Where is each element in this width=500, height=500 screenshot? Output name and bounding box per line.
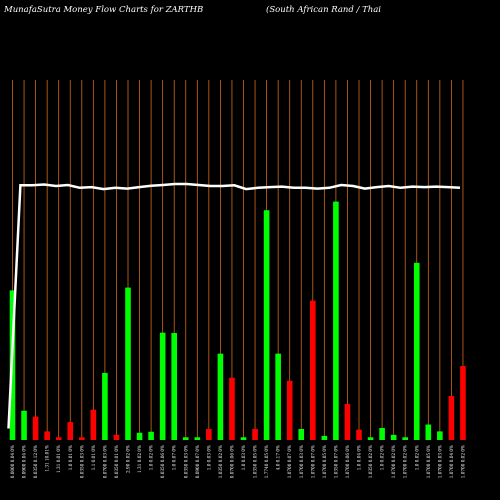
bar-40 [460,366,466,440]
tick-label-34: 1.0700 0.02 0% [391,445,396,478]
bar-24 [275,353,281,440]
bar-39 [448,395,455,440]
tick-label-25: 1.0700 0.07 0% [287,445,292,478]
tick-label-20: 0.0700 0.06 0% [229,445,234,478]
tick-label-11: 2.90 0.02 0% [126,445,131,473]
tick-label-1: 0.0000 0.04 0% [10,445,15,478]
tick-label-18: 1.0 0.03 0% [206,445,211,470]
bar-2 [21,410,27,440]
x-tick-labels: 0.0000 0.04 0% 0.0900 0.04 0% 0.0350 0.12 … [10,445,465,478]
bar-20 [229,377,235,440]
bar-9 [102,372,108,440]
tick-label-2: 0.0900 0.04 0% [22,445,27,478]
tick-label-37: 1.0700 0.05 0% [426,445,431,478]
tick-label-13: 1.8 0.02 0% [149,445,154,470]
tick-label-30: 1.0700 0.06 0% [345,445,350,478]
bar-29 [333,201,339,440]
tick-label-10: 0.0350 0.01 0% [114,445,119,478]
tick-label-40: 1.0700 0.02 0% [460,445,465,478]
tick-label-3: 0.0350 0.12 0% [33,445,38,478]
bar-16 [182,437,189,440]
bar-38 [437,431,443,440]
tick-label-32: 1.0350 0.02 0% [368,445,373,478]
tick-label-39: 1.0700 0.04 0% [449,445,454,478]
bar-22 [252,428,258,440]
bar-27 [310,300,316,440]
bar-10 [113,434,120,440]
money-flow-line [7,182,461,429]
chart-subtitle: (South African Rand / Thai [266,4,381,15]
tick-label-23: 1.7740 0.05 0% [264,445,269,478]
bar-15 [171,333,177,440]
tick-label-38: 1.0700 0.03 0% [437,445,442,478]
bar-14 [159,332,166,440]
bar-7 [79,437,85,440]
tick-label-17: 0.0900 0.07 0% [195,445,200,478]
tick-label-19: 1.0350 0.02 0% [218,445,223,478]
tick-label-28: 1.0700 0.05 0% [322,445,327,478]
tick-label-5: 1.31 0.01 0% [56,445,61,473]
bar-30 [344,403,351,440]
tick-label-33: 1.0 0.02 0% [380,445,385,470]
bar-12 [136,432,143,440]
bar-31 [356,429,362,440]
tick-label-27: 1.0700 0.07 0% [310,445,315,478]
tick-label-35: 1.0700 0.02 0% [403,445,408,478]
bar-6 [67,422,74,440]
bar-13 [148,431,154,440]
bar-18 [206,428,212,440]
chart-title: MunafaSutra Money Flow Charts for ZARTHB [3,5,203,15]
tick-label-14: 0.0350 0.06 0% [160,445,165,478]
bar-25 [286,380,293,440]
tick-label-15: 1.0 0.07 0% [172,445,177,470]
tick-label-29: 1.0350 0.07 0% [333,445,338,478]
tick-label-31: 1.0 0.04 0% [357,445,362,470]
tick-label-9: 0.0700 0.03 0% [102,445,107,478]
tick-label-16: 0.0350 0.03 0% [183,445,188,478]
bar-37 [425,424,432,440]
tick-label-21: 1.0 0.03 0% [241,445,246,470]
tick-label-26: 1.0700 0.03 0% [299,445,304,478]
bar-5 [55,437,62,440]
bar-32 [367,437,374,440]
tick-label-6: 1.0 0.01 0% [68,445,73,470]
bar-35 [402,437,408,440]
bar-3 [32,416,39,440]
bar-17 [194,437,201,440]
tick-label-36: 1.0 0.02 0% [414,445,419,470]
bar-33 [379,427,385,440]
bar-36 [413,262,420,440]
tick-label-22: 1.0350 0.05 0% [253,445,258,478]
bar-34 [390,434,397,440]
bar-8 [90,409,97,440]
tick-label-7: 0.0350 0.03 0% [79,445,84,478]
bar-23 [263,210,270,440]
tick-label-8: 1.1 0.01 0% [91,445,96,470]
bar-26 [298,428,305,440]
bar-4 [44,431,50,440]
bar-11 [125,287,131,440]
tick-label-4: 1.31 10.01% [45,445,50,472]
bar-28 [321,435,328,440]
tick-label-12: 1.31 0.02 0% [137,445,142,473]
bar-19 [217,353,224,440]
tick-label-24: 4.0 0.17 0% [276,445,281,470]
bar-21 [240,437,247,440]
